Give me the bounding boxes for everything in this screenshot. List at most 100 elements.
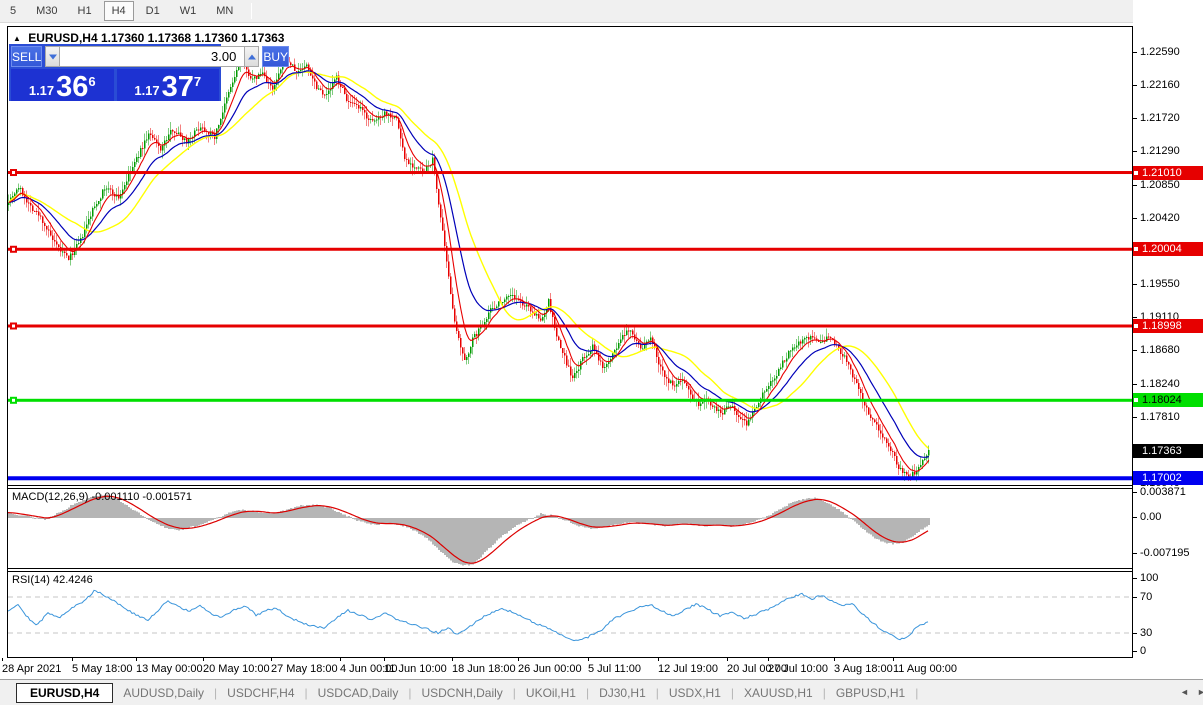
tab-scroll-right-icon[interactable]: ► [1197, 687, 1203, 697]
price-tick-mark [1133, 417, 1137, 418]
sell-price-display[interactable]: 1.17 36 6 [11, 69, 114, 103]
date-tick-mark [203, 658, 204, 661]
macd-tick-label: -0.007195 [1140, 547, 1190, 559]
price-tick-mark [1133, 118, 1137, 119]
axis-line-price-label: 1.17002 [1133, 471, 1203, 485]
splitter-macd-rsi[interactable] [7, 568, 1203, 569]
date-label: 20 May 10:00 [203, 663, 270, 675]
line-anchor-marker [1134, 247, 1138, 251]
price-axis: 1.22590 1.22160 1.21720 1.21290 1.20850 1.204… [1133, 0, 1203, 705]
price-tick-mark [1133, 317, 1137, 318]
chart-tab-ukoil-h1[interactable]: UKOil,H1 [525, 685, 576, 700]
chart-tab-usdx-h1[interactable]: USDX,H1 [668, 685, 721, 700]
chart-tab-usdchf-h4[interactable]: USDCHF,H4 [227, 685, 295, 700]
rsi-tick-label: 0 [1140, 645, 1147, 657]
sell-button[interactable]: SELL [11, 46, 43, 67]
price-tick-label: 1.20850 [1140, 179, 1180, 191]
tab-separator: | [512, 685, 516, 700]
line-anchor-marker [1134, 398, 1138, 402]
axis-line-price-label: 1.20004 [1133, 242, 1203, 256]
splitter-macd-rsi-b [7, 571, 1203, 572]
chart-tab-xauusd-h1[interactable]: XAUUSD,H1 [744, 685, 813, 700]
date-label: 12 Jul 19:00 [658, 663, 718, 675]
chart-tab-gbpusd-h1[interactable]: GBPUSD,H1 [835, 685, 906, 700]
price-tick-mark [1133, 85, 1137, 86]
sell-price-sup: 6 [88, 74, 96, 89]
date-tick-mark [136, 658, 137, 661]
rsi-tick-label: 100 [1140, 572, 1159, 584]
date-tick-mark [727, 658, 728, 661]
tab-separator: | [304, 685, 308, 700]
date-label: 28 Apr 2021 [2, 663, 62, 675]
chart-tab-audusd-daily[interactable]: AUDUSD,Daily [123, 685, 205, 700]
rsi-tick-label: 70 [1140, 591, 1153, 603]
tab-separator: | [408, 685, 412, 700]
timeframe-button-w1[interactable]: W1 [172, 1, 205, 21]
date-tick-mark [768, 658, 769, 661]
buy-price-display[interactable]: 1.17 37 7 [116, 69, 219, 102]
line-anchor-marker [1134, 324, 1138, 328]
collapse-marker-icon[interactable]: ▲ [13, 34, 21, 43]
price-tick-label: 1.17810 [1140, 411, 1180, 423]
chart-border-bottom [7, 657, 1203, 658]
sell-price-prefix: 1.17 [28, 83, 55, 98]
tab-scroll-left-icon[interactable]: ◄ [1180, 687, 1189, 697]
splitter-price-macd[interactable] [7, 485, 1203, 486]
price-tick-mark [1133, 350, 1137, 351]
timeframe-button-m30[interactable]: M30 [28, 1, 65, 21]
toolbar-separator [251, 3, 253, 19]
chart-tab-dj30-h1[interactable]: DJ30,H1 [599, 685, 646, 700]
macd-tick-mark [1133, 553, 1137, 554]
chart-tab-bar: EURUSD,H4 AUDUSD,Daily | USDCHF,H4 | USDCAD,D… [0, 679, 1203, 705]
timeframe-toolbar: 5 M30 H1 H4 D1 W1 MN [0, 0, 1203, 23]
date-tick-mark [588, 658, 589, 661]
timeframe-button-h1[interactable]: H1 [70, 1, 100, 21]
buy-price-prefix: 1.17 [134, 83, 160, 98]
date-label: 27 May 18:00 [271, 663, 338, 675]
price-tick-mark [1133, 384, 1137, 385]
timeframe-button-h4[interactable]: H4 [103, 1, 134, 21]
rsi-tick-label: 30 [1140, 627, 1153, 639]
date-label: 20 Jul 00:00 [727, 663, 787, 675]
macd-chart-canvas[interactable] [8, 489, 1132, 568]
macd-tick-label: 0.003871 [1140, 486, 1186, 498]
date-tick-mark [2, 658, 3, 661]
price-tick-label: 1.21720 [1140, 112, 1180, 124]
date-label: 13 May 00:00 [136, 663, 203, 675]
date-label: 4 Jun 00:00 [340, 663, 398, 675]
rsi-tick-mark [1133, 578, 1137, 579]
volume-increase-button[interactable] [244, 46, 260, 67]
price-tick-mark [1133, 185, 1137, 186]
rsi-chart-canvas[interactable] [8, 572, 1132, 656]
tab-separator: | [214, 685, 218, 700]
rsi-pane: RSI(14) 42.4246 [8, 572, 1132, 656]
timeframe-button-mn[interactable]: MN [208, 1, 241, 21]
price-tick-label: 1.18240 [1140, 378, 1180, 390]
timeframe-button-5[interactable]: 5 [2, 1, 24, 21]
price-tick-label: 1.18680 [1140, 344, 1180, 356]
chart-border-left [7, 26, 8, 658]
macd-pane: MACD(12,26,9) -0.001110 -0.001571 [8, 489, 1132, 568]
price-chart-canvas[interactable] [8, 28, 1132, 485]
chart-tab-usdcnh-daily[interactable]: USDCNH,Daily [421, 685, 503, 700]
tab-separator: | [915, 685, 919, 700]
volume-input[interactable] [60, 46, 245, 67]
date-label: 26 Jun 00:00 [518, 663, 582, 675]
date-label: 27 Jul 10:00 [768, 663, 828, 675]
volume-decrease-button[interactable] [45, 46, 61, 67]
rsi-indicator-label: RSI(14) 42.4246 [12, 574, 93, 586]
price-tick-mark [1133, 151, 1137, 152]
date-tick-mark [271, 658, 272, 661]
sell-price-big: 36 [56, 71, 89, 103]
timeframe-button-d1[interactable]: D1 [138, 1, 168, 21]
price-tick-label: 1.19550 [1140, 278, 1180, 290]
date-tick-mark [452, 658, 453, 661]
volume-control [45, 46, 260, 67]
buy-button[interactable]: BUY [262, 46, 290, 67]
chart-tab-usdcad-daily[interactable]: USDCAD,Daily [317, 685, 399, 700]
date-tick-mark [893, 658, 894, 661]
macd-tick-mark [1133, 492, 1137, 493]
chart-tab-active-eurusd-h4[interactable]: EURUSD,H4 [16, 682, 114, 703]
